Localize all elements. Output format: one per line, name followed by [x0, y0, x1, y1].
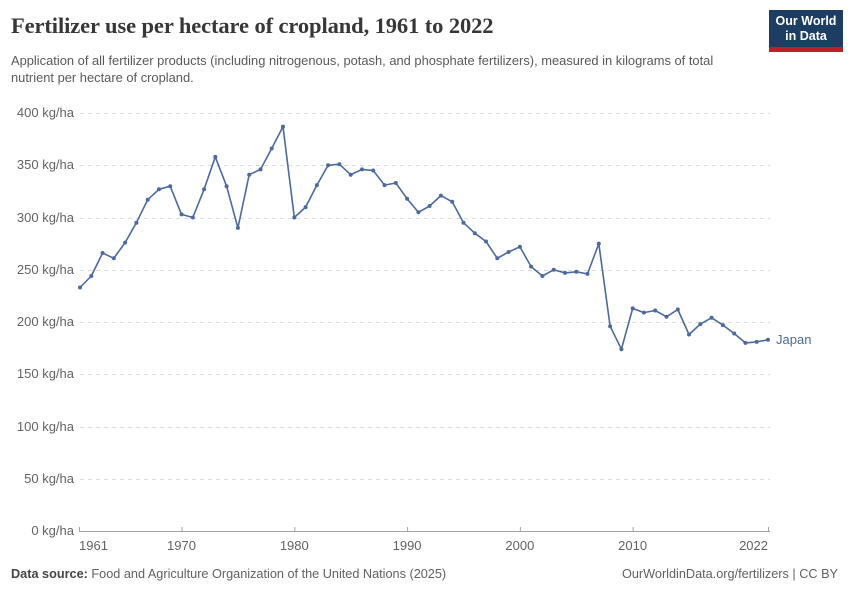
data-point[interactable]	[314, 183, 319, 188]
data-source-text: Food and Agriculture Organization of the…	[91, 567, 447, 581]
data-point[interactable]	[766, 337, 770, 342]
data-point[interactable]	[258, 167, 263, 172]
data-point[interactable]	[450, 199, 455, 204]
data-point[interactable]	[461, 220, 466, 225]
data-point[interactable]	[563, 270, 567, 275]
owid-license-link[interactable]: OurWorldinData.org/fertilizers | CC BY	[622, 567, 838, 581]
data-point[interactable]	[743, 340, 748, 345]
data-source-label: Data source:	[11, 567, 88, 581]
data-point[interactable]	[540, 274, 545, 278]
data-point[interactable]	[732, 331, 737, 336]
data-point[interactable]	[608, 324, 613, 329]
data-point[interactable]	[484, 239, 488, 244]
data-point[interactable]	[382, 183, 387, 188]
data-point[interactable]	[416, 210, 421, 215]
data-point[interactable]	[754, 339, 759, 344]
data-point[interactable]	[360, 167, 364, 172]
chart-title: Fertilizer use per hectare of cropland, …	[11, 13, 494, 38]
data-point[interactable]	[179, 212, 184, 217]
data-point[interactable]	[247, 172, 252, 177]
data-point[interactable]	[100, 251, 105, 255]
y-axis-tick-label: 400 kg/ha	[16, 105, 74, 120]
y-axis-tick-label: 200 kg/ha	[16, 314, 74, 329]
data-point[interactable]	[371, 168, 376, 173]
data-point[interactable]	[427, 204, 432, 208]
data-point[interactable]	[517, 244, 522, 249]
data-point[interactable]	[574, 269, 579, 274]
data-point[interactable]	[269, 146, 274, 151]
data-point[interactable]	[111, 256, 116, 261]
data-point[interactable]	[596, 241, 601, 246]
data-point[interactable]	[495, 256, 500, 261]
x-axis-tick-label: 1990	[392, 538, 422, 553]
data-point[interactable]	[619, 347, 624, 352]
y-axis-tick-label: 150 kg/ha	[16, 366, 74, 382]
data-point[interactable]	[326, 163, 331, 168]
data-point[interactable]	[709, 315, 714, 320]
data-source-note: Data source: Food and Agriculture Organi…	[11, 567, 446, 581]
data-point[interactable]	[653, 308, 658, 313]
data-point[interactable]	[224, 184, 229, 189]
data-point[interactable]	[529, 264, 534, 269]
data-point[interactable]	[641, 310, 646, 315]
y-axis-tick-label: 350 kg/ha	[16, 157, 74, 173]
data-point[interactable]	[506, 250, 511, 254]
data-point[interactable]	[89, 274, 94, 278]
x-axis-tick-label: 1970	[167, 538, 196, 553]
data-point[interactable]	[393, 181, 398, 185]
chart-subtitle: Application of all fertilizer products (…	[11, 53, 714, 86]
series-label-japan[interactable]: Japan	[776, 331, 812, 347]
data-point[interactable]	[585, 271, 590, 276]
data-point[interactable]	[472, 231, 477, 236]
data-point[interactable]	[202, 187, 207, 192]
data-point[interactable]	[698, 322, 703, 327]
x-axis-tick-label: 1961	[79, 538, 108, 553]
data-point[interactable]	[438, 193, 443, 198]
data-point[interactable]	[675, 307, 680, 312]
data-point[interactable]	[168, 184, 173, 189]
data-point[interactable]	[292, 215, 297, 220]
data-point[interactable]	[337, 162, 342, 167]
data-point[interactable]	[281, 124, 285, 129]
data-point[interactable]	[213, 154, 218, 159]
data-point[interactable]	[190, 215, 195, 220]
data-point[interactable]	[720, 323, 725, 328]
chart-footer: Data source: Food and Agriculture Organi…	[11, 567, 838, 581]
owid-logo[interactable]: Our World in Data	[769, 10, 843, 52]
y-axis-tick-label: 100 kg/ha	[16, 418, 74, 434]
data-point[interactable]	[123, 240, 128, 245]
x-axis-tick-label: 2022	[739, 538, 768, 553]
data-point[interactable]	[551, 267, 556, 272]
x-axis-tick-label: 1980	[279, 538, 309, 553]
x-axis-tick-label: 2010	[618, 538, 648, 553]
data-point[interactable]	[134, 220, 139, 225]
data-point[interactable]	[235, 225, 240, 230]
y-axis-tick-label: 300 kg/ha	[16, 209, 74, 225]
y-axis-tick-label: 0 kg/ha	[31, 523, 74, 538]
data-point[interactable]	[630, 306, 635, 311]
data-point[interactable]	[157, 187, 161, 192]
data-point[interactable]	[664, 314, 669, 319]
y-axis-tick-label: 50 kg/ha	[24, 470, 74, 486]
data-point[interactable]	[405, 196, 410, 201]
data-point[interactable]	[348, 172, 353, 177]
x-axis-tick-label: 2000	[505, 538, 535, 553]
data-point[interactable]	[303, 205, 308, 210]
data-point[interactable]	[78, 285, 82, 290]
owid-logo-line1: Our World	[775, 13, 837, 28]
y-axis-tick-label: 250 kg/ha	[16, 261, 74, 277]
data-point[interactable]	[145, 197, 150, 202]
owid-logo-line2: in Data	[785, 28, 827, 43]
data-point[interactable]	[687, 332, 691, 337]
